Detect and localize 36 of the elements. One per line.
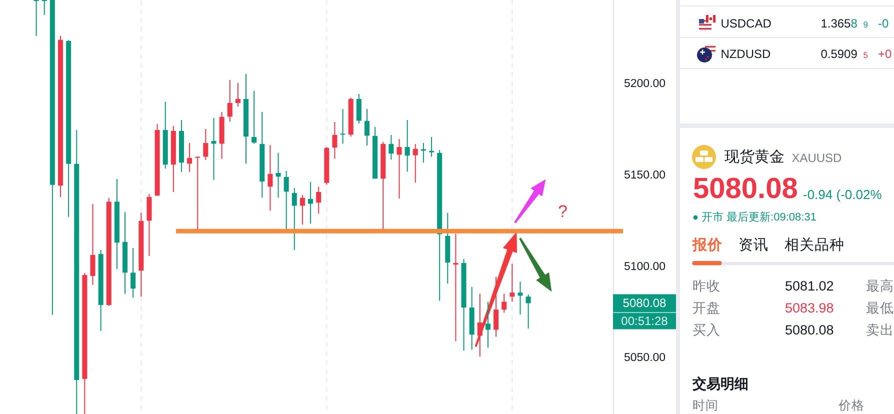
text: +0 (878, 47, 892, 61)
text: 8 (850, 16, 858, 30)
text: 5 (863, 50, 868, 60)
text: USDCAD (720, 16, 772, 30)
text: XAUUSD (792, 151, 842, 165)
text: 报价 (691, 236, 724, 254)
text: 资讯 (738, 236, 768, 254)
y-tick-label: 5100.00 (624, 260, 666, 273)
text: 价格 (837, 398, 864, 412)
text: 买入 (692, 322, 720, 338)
text: 开盘 (692, 300, 720, 316)
text: -0 (878, 16, 889, 30)
y-tick-label: 5150.00 (624, 169, 666, 182)
text: NZDUSD (720, 47, 772, 61)
text: 开市 最后更新:09:08:31 (702, 210, 816, 224)
annotation: ? (558, 202, 568, 222)
text: 1.365 (820, 16, 852, 30)
text: 5080.08 (693, 173, 798, 205)
text: 现货黄金 (724, 148, 784, 166)
text: 昨收 (692, 278, 720, 294)
text: 卖出 (866, 322, 894, 338)
text: 5083.98 (785, 300, 834, 316)
text: 5080.08 (785, 322, 834, 338)
y-tick-label: 5200.00 (624, 78, 666, 90)
text: 5080.08 (622, 296, 667, 310)
text: 相关品种 (784, 236, 844, 254)
text: 时间 (692, 398, 718, 412)
text: 0.5909 (820, 47, 858, 61)
text: 交易明细 (691, 376, 748, 392)
text: 00:51:28 (621, 314, 668, 328)
text: 最高 (866, 278, 894, 294)
y-tick-label: 5050.00 (624, 352, 666, 364)
text: -0.94 (-0.02% (803, 187, 882, 202)
text: 最低 (866, 300, 894, 316)
text: 9 (863, 20, 868, 30)
text: 5081.02 (785, 278, 834, 294)
